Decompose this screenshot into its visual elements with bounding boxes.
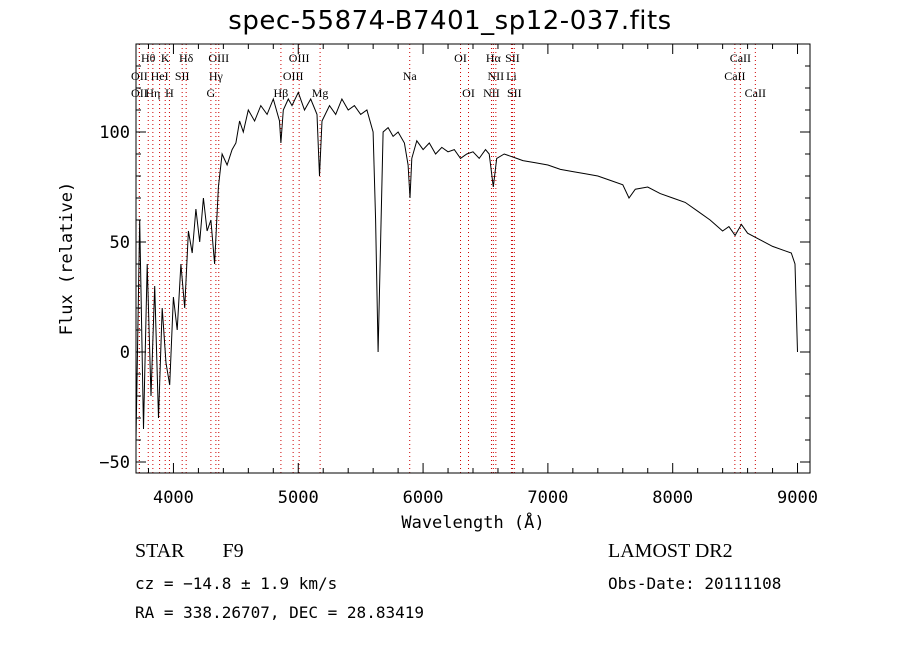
spectrum-line [135,91,798,441]
x-tick-label: 7000 [527,488,568,508]
survey-label: LAMOST DR2 [608,540,733,562]
spectral-line-label: SII [507,86,522,100]
spectral-line-label: Hα [486,51,502,65]
spectral-line-label: OIII [283,69,304,83]
y-axis-label: Flux (relative) [57,182,77,336]
spectral-line-label: OIII [208,51,229,65]
spectral-line-label: OI [462,86,475,100]
spectral-line-label: OI [454,51,467,65]
spectral-line-label: SII [175,69,190,83]
spectral-line-label: Hβ [274,86,289,100]
y-tick-label: 100 [99,123,130,143]
x-tick-label: 6000 [403,488,444,508]
spectral-line-label: NII [483,86,500,100]
x-tick-label: 8000 [652,488,693,508]
spectral-line-label: CaII [730,51,751,65]
axis-tick-labels: 4000 5000 6000 7000 8000 9000 −50 0 50 100 [99,123,818,508]
object-class: STAR F9 [135,540,244,563]
y-tick-label: −50 [99,453,130,473]
spectral-line-label: Hθ [141,51,156,65]
spectral-line-label: Hδ [179,51,194,65]
y-tick-label: 50 [110,233,130,253]
y-tick-label: 0 [120,343,130,363]
subclass-label: F9 [222,540,244,562]
spectral-line-label: Hγ [209,69,224,83]
x-axis-label: Wavelength (Å) [401,511,544,533]
spectral-line-label: Mg [312,86,329,100]
spectral-line-label: NII [488,69,505,83]
x-tick-label: 5000 [278,488,319,508]
spectral-line-label: SII [505,51,520,65]
spectral-line-label: OII [131,86,148,100]
x-tick-label: 9000 [777,488,818,508]
chart-title: spec-55874-B7401_sp12-037.fits [228,6,672,36]
spectral-line-label: OIII [289,51,310,65]
spectral-line-label: HeI [151,69,169,83]
object-class-label: STAR [135,540,185,562]
ra-dec-coordinates: RA = 338.26707, DEC = 28.83419 [135,603,424,622]
spectral-line-label: CaII [724,69,745,83]
spectral-line-label: Hη [145,86,160,100]
spectral-line-label: H [165,86,174,100]
spectral-line-label: G [207,86,216,100]
x-tick-label: 4000 [153,488,194,508]
plot-frame [135,43,811,474]
spectral-line-label: Na [403,69,418,83]
spectral-line-label: K [161,51,170,65]
spectral-line-label: CaII [745,86,766,100]
spectral-line-label: Li [506,69,517,83]
observation-date: Obs-Date: 20111108 [608,574,782,593]
redshift-cz: cz = −14.8 ± 1.9 km/s [135,574,338,593]
axis-ticks [136,43,810,473]
